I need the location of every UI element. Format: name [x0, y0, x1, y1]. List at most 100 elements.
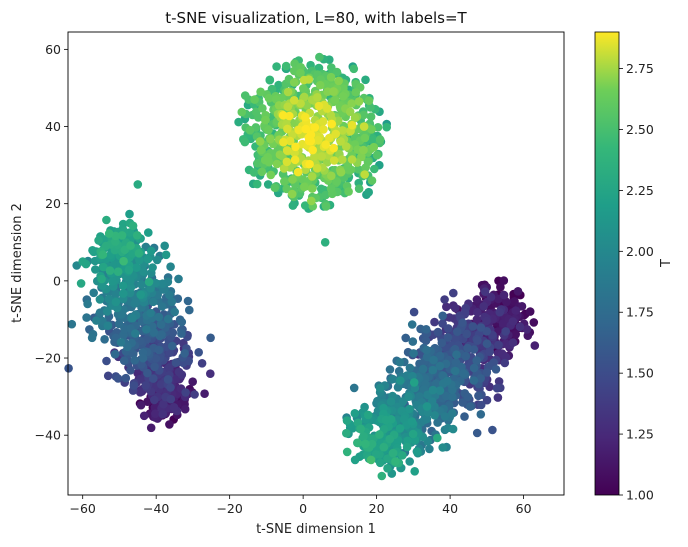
- scatter-point: [443, 324, 453, 333]
- scatter-point: [306, 130, 316, 139]
- scatter-point: [409, 307, 419, 317]
- colorbar-frame: [594, 31, 620, 496]
- scatter-point: [156, 320, 166, 329]
- scatter-point: [158, 409, 168, 419]
- scatter-point: [350, 409, 360, 418]
- scatter-point: [422, 352, 432, 362]
- colorbar-label: T: [659, 259, 674, 268]
- scatter-point: [353, 438, 363, 448]
- scatter-point: [163, 375, 173, 384]
- scatter-point: [164, 363, 174, 372]
- scatter-point: [448, 409, 457, 418]
- scatter-point: [310, 123, 320, 132]
- scatter-point: [388, 448, 398, 458]
- scatter-point: [143, 368, 152, 378]
- scatter-point: [368, 135, 377, 145]
- scatter-point: [508, 338, 518, 347]
- x-tick-label: 20: [369, 501, 385, 516]
- plot-area-frame: [67, 31, 565, 496]
- scatter-point: [428, 385, 438, 395]
- scatter-point: [138, 353, 148, 363]
- scatter-point: [329, 87, 338, 96]
- scatter-point: [82, 313, 91, 322]
- scatter-point: [185, 305, 194, 315]
- scatter-point: [430, 411, 439, 420]
- scatter-point: [332, 67, 342, 77]
- scatter-point: [307, 184, 317, 193]
- scatter-point: [405, 363, 415, 373]
- scatter-point: [395, 424, 405, 433]
- scatter-point: [282, 146, 292, 155]
- scatter-point: [299, 75, 309, 85]
- scatter-point: [88, 246, 97, 255]
- scatter-point: [166, 262, 175, 272]
- colorbar-tick-label: 2.50: [626, 122, 654, 137]
- scatter-point: [117, 231, 127, 240]
- scatter-point: [435, 386, 445, 395]
- scatter-point: [256, 145, 266, 155]
- scatter-point: [383, 464, 392, 473]
- scatter-point: [440, 295, 449, 304]
- scatter-point: [361, 163, 371, 172]
- scatter-point: [513, 287, 523, 296]
- scatter-point: [463, 392, 473, 402]
- scatter-point: [344, 187, 353, 196]
- scatter-point: [128, 221, 138, 231]
- scatter-point: [282, 184, 292, 194]
- y-tick-label: 20: [45, 196, 61, 211]
- scatter-point: [263, 180, 273, 189]
- scatter-point: [421, 325, 431, 334]
- scatter-point: [180, 349, 189, 358]
- scatter-point: [98, 250, 108, 259]
- scatter-point: [250, 95, 259, 104]
- scatter-point: [266, 170, 276, 180]
- scatter-point: [425, 444, 434, 454]
- scatter-point: [480, 287, 490, 297]
- scatter-point: [67, 319, 77, 329]
- scatter-point: [388, 374, 398, 384]
- scatter-point: [113, 374, 123, 383]
- scatter-point: [465, 402, 475, 411]
- x-axis-ticks: −60 −40 −20 0 20 40 60: [70, 495, 532, 516]
- scatter-point: [102, 307, 112, 316]
- scatter-point: [317, 152, 327, 161]
- scatter-point: [125, 209, 134, 219]
- scatter-point: [405, 404, 414, 414]
- scatter-point: [430, 317, 439, 327]
- scatter-point: [407, 320, 417, 329]
- scatter-point: [168, 328, 178, 338]
- x-axis-label: t-SNE dimension 1: [256, 522, 376, 537]
- scatter-point: [385, 434, 395, 444]
- scatter-point: [460, 412, 469, 421]
- scatter-point: [156, 380, 166, 389]
- scatter-point: [433, 433, 442, 443]
- colorbar: [595, 32, 619, 495]
- scatter-point: [325, 133, 334, 143]
- scatter-point: [349, 64, 359, 74]
- scatter-point: [396, 376, 405, 385]
- scatter-point: [144, 277, 154, 287]
- scatter-point: [476, 323, 486, 332]
- scatter-point: [305, 159, 314, 169]
- scatter-point: [482, 395, 492, 405]
- scatter-point: [329, 143, 339, 153]
- scatter-point: [409, 349, 418, 358]
- scatter-point: [141, 381, 150, 390]
- scatter-point: [508, 317, 518, 326]
- scatter-point: [360, 133, 370, 143]
- scatter-point: [294, 125, 304, 135]
- scatter-point: [133, 180, 143, 189]
- scatter-point: [319, 125, 328, 134]
- scatter-point: [321, 190, 330, 200]
- scatter-point: [143, 397, 152, 407]
- scatter-point: [289, 96, 299, 105]
- scatter-point: [131, 329, 140, 338]
- scatter-point: [495, 307, 505, 317]
- scatter-point: [472, 315, 482, 324]
- scatter-point: [126, 241, 135, 250]
- scatter-point: [135, 388, 145, 397]
- scatter-point: [99, 262, 108, 272]
- scatter-point: [334, 76, 344, 86]
- scatter-point: [83, 299, 92, 309]
- scatter-point: [264, 125, 273, 135]
